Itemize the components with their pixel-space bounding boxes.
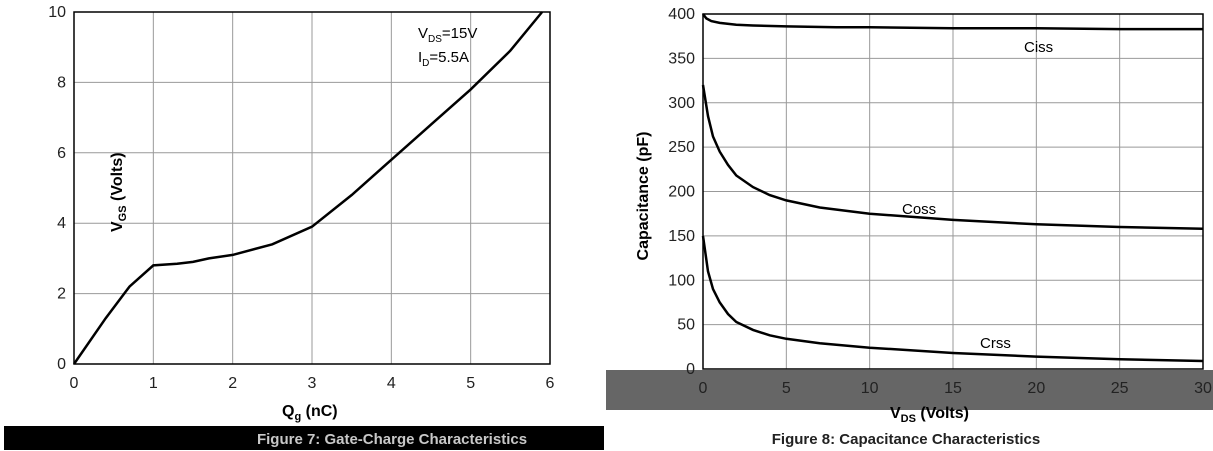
gate-charge-chart: 0 1 2 3 4 5 6 0 2 4 6 8 10 VDS=15V ID=5.5A VGS (Vol… [0,0,606,451]
series-label-ciss: Ciss [1024,39,1053,56]
x-axis-label: Qg (nC) [282,403,338,423]
caption-background [4,426,604,450]
figure-caption: Figure 7: Gate-Charge Characteristics [257,431,527,448]
footer-band [606,370,1213,410]
annotation-id: ID=5.5A [418,49,469,69]
y-tick-label: 50 [677,317,695,334]
plot-frame [73,11,551,365]
gate-charge-svg: 0 1 2 3 4 5 6 0 2 4 6 8 10 VDS=15V ID=5.5A VGS (Vol… [4,4,604,450]
grid [702,13,1204,370]
x-axis-label: VDS (Volts) [890,405,969,425]
x-tick-label: 6 [546,375,555,392]
x-tick-label: 30 [1194,380,1212,397]
y-tick-label: 0 [686,361,695,378]
y-axis-label: Capacitance (pF) [635,132,652,261]
y-tick-label: 2 [57,286,66,303]
series-label-coss: Coss [902,201,936,218]
x-tick-label: 3 [308,375,317,392]
series-layer [72,11,544,365]
y-tick-label: 250 [668,139,695,156]
capacitance-svg: 0 5 10 15 20 25 30 0 50 100 150 200 250 300 350 400 Ci… [606,6,1213,448]
x-tick-labels: 0 5 10 15 20 25 30 [699,380,1212,397]
y-tick-label: 6 [57,145,66,162]
series-line-crss [701,235,1204,363]
plot-frame [702,13,1204,370]
figure-caption: Figure 8: Capacitance Characteristics [772,431,1040,448]
x-tick-label: 1 [149,375,158,392]
y-tick-label: 150 [668,228,695,245]
y-tick-labels: 0 50 100 150 200 250 300 350 400 [668,6,695,378]
capacitance-chart: 0 5 10 15 20 25 30 0 50 100 150 200 250 300 350 400 Ci… [606,0,1213,451]
y-tick-label: 4 [57,215,66,232]
grid [73,11,551,365]
x-tick-label: 0 [699,380,708,397]
y-tick-label: 8 [57,74,66,91]
x-tick-label: 10 [861,380,879,397]
annotation-vds: VDS=15V [418,25,477,45]
x-tick-label: 4 [387,375,396,392]
y-tick-label: 300 [668,95,695,112]
series-line-coss [701,84,1204,231]
series-label-crss: Crss [980,335,1011,352]
y-tick-label: 0 [57,356,66,373]
x-tick-label: 5 [466,375,475,392]
x-tick-label: 15 [944,380,962,397]
x-tick-label: 20 [1027,380,1045,397]
x-tick-label: 0 [70,375,79,392]
y-tick-label: 100 [668,272,695,289]
y-tick-label: 350 [668,50,695,67]
x-tick-label: 2 [228,375,237,392]
series-layer [701,13,1204,363]
y-tick-labels: 0 2 4 6 8 10 [48,4,66,373]
y-tick-label: 400 [668,6,695,23]
series-line-ciss [702,13,1203,31]
x-tick-labels: 0 1 2 3 4 5 6 [70,375,555,392]
x-tick-label: 25 [1111,380,1129,397]
y-tick-label: 10 [48,4,66,21]
y-tick-label: 200 [668,184,695,201]
y-axis-label: VGS (Volts) [109,152,129,232]
x-tick-label: 5 [782,380,791,397]
series-line-0 [72,11,544,365]
